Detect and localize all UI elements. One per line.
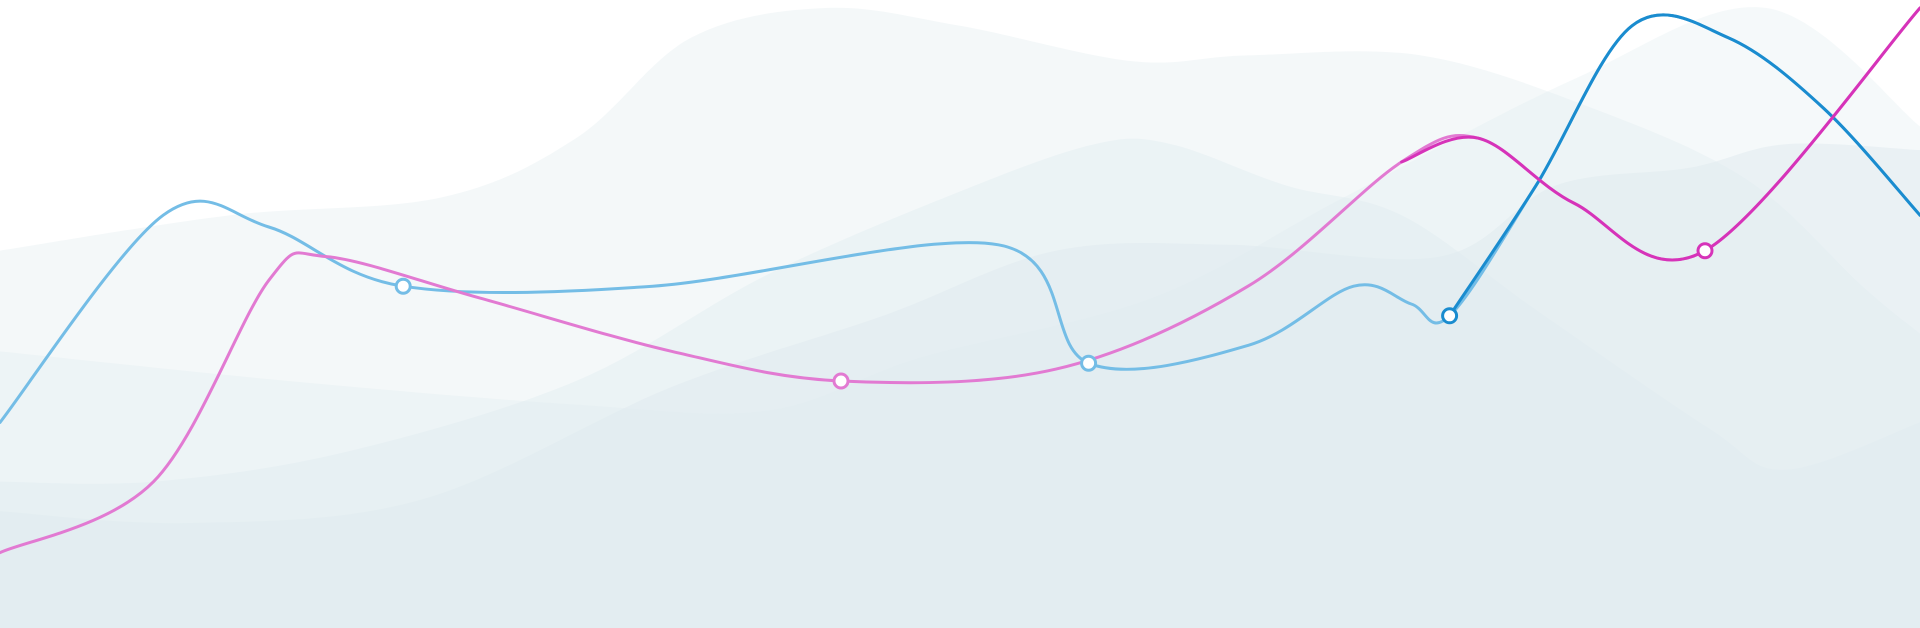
series-1-point-1	[394, 277, 412, 295]
series-2-point-1	[832, 372, 850, 390]
series-3-point-1	[1441, 307, 1459, 325]
series-markers	[394, 242, 1714, 390]
background-area-4	[0, 7, 1920, 628]
series-1-point-2	[1080, 354, 1098, 372]
background-area-3	[0, 143, 1920, 628]
series-line-4	[1400, 6, 1920, 262]
series-4-point-1	[1696, 242, 1714, 260]
background-areas	[0, 7, 1920, 628]
series-lines	[0, 6, 1920, 555]
